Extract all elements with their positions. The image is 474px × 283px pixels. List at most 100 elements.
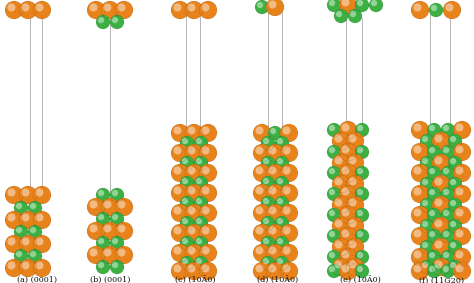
Circle shape — [413, 264, 421, 273]
Circle shape — [275, 176, 289, 190]
Circle shape — [253, 204, 271, 222]
Circle shape — [199, 1, 217, 19]
Circle shape — [427, 166, 441, 180]
Circle shape — [255, 206, 264, 215]
Circle shape — [411, 262, 429, 280]
Circle shape — [448, 134, 462, 148]
Circle shape — [432, 175, 450, 193]
Circle shape — [173, 246, 182, 254]
Circle shape — [199, 244, 217, 262]
Circle shape — [277, 218, 283, 224]
Circle shape — [277, 138, 283, 144]
Circle shape — [185, 204, 203, 222]
Circle shape — [432, 154, 450, 172]
Circle shape — [14, 201, 28, 215]
Circle shape — [8, 213, 16, 222]
Circle shape — [357, 266, 363, 272]
Circle shape — [350, 11, 356, 17]
Circle shape — [332, 217, 350, 235]
Circle shape — [98, 262, 104, 268]
Circle shape — [253, 244, 271, 262]
Circle shape — [28, 201, 42, 215]
Circle shape — [28, 249, 42, 263]
Circle shape — [339, 121, 357, 139]
Circle shape — [253, 224, 271, 242]
Circle shape — [435, 241, 443, 248]
Circle shape — [432, 238, 450, 256]
Circle shape — [420, 198, 434, 212]
Circle shape — [185, 164, 203, 182]
Circle shape — [266, 204, 284, 222]
Circle shape — [427, 264, 441, 278]
Circle shape — [422, 158, 428, 164]
Circle shape — [413, 230, 421, 237]
Circle shape — [112, 262, 118, 268]
Circle shape — [110, 15, 124, 29]
Circle shape — [443, 147, 449, 153]
Text: (b) (0001): (b) (0001) — [90, 276, 130, 283]
Circle shape — [96, 236, 110, 250]
Circle shape — [348, 219, 356, 228]
Circle shape — [187, 246, 196, 254]
Circle shape — [371, 0, 377, 6]
Circle shape — [16, 203, 22, 209]
Circle shape — [280, 224, 298, 242]
Circle shape — [118, 224, 126, 233]
Circle shape — [36, 188, 44, 196]
Circle shape — [329, 147, 335, 153]
Circle shape — [443, 168, 449, 174]
Circle shape — [453, 248, 471, 266]
Text: (e) (10Ā0): (e) (10Ā0) — [339, 276, 381, 283]
Circle shape — [19, 211, 37, 229]
Circle shape — [327, 145, 341, 159]
Circle shape — [255, 186, 264, 194]
Circle shape — [327, 250, 341, 264]
Circle shape — [422, 179, 428, 185]
Circle shape — [19, 235, 37, 253]
Circle shape — [201, 206, 210, 215]
Circle shape — [87, 222, 105, 240]
Circle shape — [173, 3, 182, 12]
Circle shape — [199, 124, 217, 142]
Circle shape — [335, 241, 343, 248]
Circle shape — [110, 236, 124, 250]
Circle shape — [280, 184, 298, 202]
Circle shape — [8, 237, 16, 246]
Circle shape — [334, 9, 348, 23]
Circle shape — [422, 262, 428, 268]
Circle shape — [101, 222, 119, 240]
Circle shape — [427, 250, 441, 264]
Circle shape — [266, 244, 284, 262]
Circle shape — [453, 164, 471, 182]
Circle shape — [280, 262, 298, 280]
Circle shape — [5, 235, 23, 253]
Circle shape — [194, 156, 208, 170]
Circle shape — [201, 166, 210, 175]
Circle shape — [187, 206, 196, 215]
Circle shape — [450, 158, 456, 164]
Circle shape — [112, 214, 118, 220]
Circle shape — [8, 3, 16, 12]
Circle shape — [429, 210, 435, 216]
Circle shape — [268, 186, 276, 194]
Circle shape — [255, 246, 264, 254]
Circle shape — [266, 262, 284, 280]
Circle shape — [335, 134, 343, 143]
Circle shape — [196, 198, 202, 204]
Circle shape — [199, 262, 217, 280]
Circle shape — [194, 216, 208, 230]
Circle shape — [456, 166, 464, 175]
Circle shape — [339, 262, 357, 280]
Circle shape — [28, 225, 42, 239]
Circle shape — [329, 125, 335, 131]
Circle shape — [422, 136, 428, 142]
Circle shape — [355, 208, 369, 222]
Circle shape — [90, 200, 98, 209]
Circle shape — [456, 145, 464, 154]
Circle shape — [96, 15, 110, 29]
Circle shape — [355, 187, 369, 201]
Circle shape — [339, 185, 357, 203]
Circle shape — [180, 196, 194, 210]
Circle shape — [420, 240, 434, 254]
Circle shape — [263, 258, 269, 264]
